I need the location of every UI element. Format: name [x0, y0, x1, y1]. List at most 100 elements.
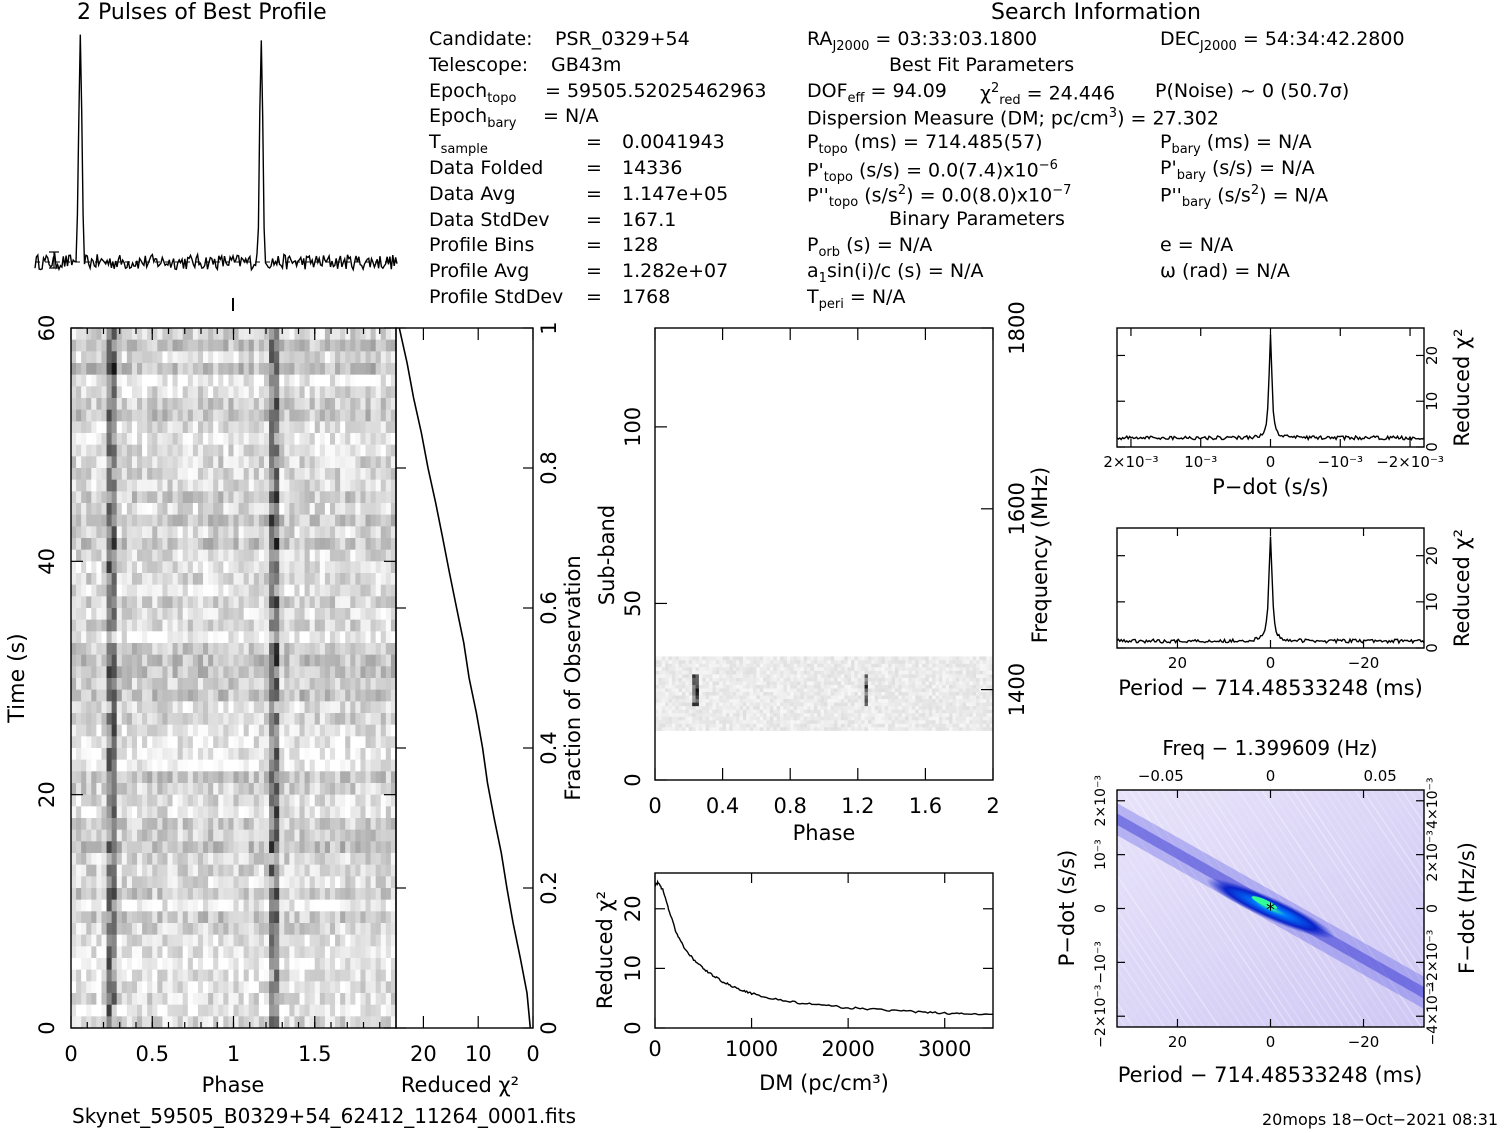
subband-pixel	[736, 719, 740, 724]
subband-pixel	[769, 695, 774, 700]
time-phase-pixel	[350, 678, 356, 690]
subband-pixel	[658, 705, 663, 710]
time-phase-pixel	[248, 619, 255, 632]
time-phase-pixel	[299, 479, 305, 492]
subband-pixel	[891, 705, 896, 710]
time-phase-pixel	[71, 689, 77, 702]
subband-pixel	[874, 709, 879, 714]
subband-pixel	[813, 719, 818, 724]
time-phase-pixel	[365, 433, 371, 445]
subband-pixel	[692, 716, 696, 721]
time-phase-pixel	[258, 934, 265, 947]
subband-pixel	[922, 719, 926, 724]
time-phase-pixel	[370, 841, 376, 854]
time-phase-pixel	[314, 899, 321, 912]
time-phase-pixel	[177, 608, 184, 620]
time-phase-pixel	[167, 993, 173, 1005]
time-phase-pixel	[324, 759, 331, 772]
time-phase-pixel	[192, 923, 199, 935]
time-phase-pixel	[116, 573, 123, 585]
time-phase-pixel	[116, 958, 123, 970]
time-phase-pixel	[182, 701, 189, 714]
time-phase-pixel	[137, 596, 143, 609]
time-phase-pixel	[101, 923, 107, 935]
time-phase-pixel	[329, 374, 336, 387]
time-phase-pixel	[365, 993, 371, 1005]
time-phase-pixel	[385, 643, 392, 655]
time-phase-pixel	[157, 911, 163, 924]
time-phase-pixel	[111, 654, 118, 667]
time-phase-pixel	[350, 736, 356, 749]
time-phase-pixel	[269, 351, 275, 364]
time-phase-pixel	[294, 561, 300, 574]
time-phase-pixel	[152, 806, 158, 819]
time-phase-pixel	[192, 701, 199, 714]
subband-pixel	[830, 716, 835, 721]
time-phase-pixel	[258, 981, 265, 994]
time-phase-pixel	[223, 888, 229, 900]
time-phase-pixel	[274, 479, 280, 492]
time-phase-pixel	[121, 503, 128, 515]
time-phase-pixel	[137, 794, 143, 807]
time-phase-pixel	[299, 876, 305, 889]
time-phase-pixel	[390, 421, 396, 434]
time-phase-pixel	[197, 596, 204, 609]
subband-pixel	[803, 727, 808, 731]
time-phase-pixel	[365, 748, 371, 760]
subband-pixel	[719, 695, 723, 700]
time-phase-pixel	[248, 969, 255, 982]
time-phase-pixel	[309, 911, 316, 924]
time-phase-pixel	[208, 946, 214, 959]
subband-pixel	[813, 712, 818, 717]
time-phase-pixel	[111, 759, 118, 772]
time-phase-pixel	[390, 993, 396, 1005]
time-phase-pixel	[309, 433, 316, 445]
time-phase-pixel	[172, 433, 178, 445]
time-phase-pixel	[91, 923, 97, 935]
time-phase-pixel	[76, 818, 82, 830]
time-phase-pixel	[152, 689, 158, 702]
subband-pixel	[661, 702, 666, 707]
time-phase-pixel	[385, 549, 392, 562]
time-phase-pixel	[86, 771, 92, 784]
time-phase-pixel	[340, 853, 346, 865]
time-phase-pixel	[238, 748, 244, 760]
time-phase-pixel	[81, 374, 87, 387]
subband-pixel	[725, 716, 730, 721]
time-phase-pixel	[142, 643, 148, 655]
time-phase-pixel	[223, 479, 229, 492]
time-phase-pixel	[299, 351, 305, 364]
subband-pixel	[688, 716, 693, 721]
time-phase-pixel	[370, 701, 376, 714]
time-phase-pixel	[345, 479, 351, 492]
time-phase-pixel	[192, 456, 199, 469]
time-phase-pixel	[177, 654, 184, 667]
subband-pixel	[908, 723, 913, 728]
time-phase-pixel	[274, 398, 280, 410]
time-phase-pixel	[208, 433, 214, 445]
time-phase-pixel	[329, 619, 336, 632]
time-phase-pixel	[365, 584, 371, 597]
time-phase-pixel	[86, 1016, 92, 1028]
time-phase-pixel	[187, 421, 194, 434]
time-phase-pixel	[101, 981, 107, 994]
time-phase-pixel	[147, 608, 153, 620]
subband-pixel	[844, 719, 848, 724]
subband-image	[655, 656, 993, 731]
time-phase-pixel	[76, 841, 82, 854]
subband-pixel	[844, 712, 848, 717]
time-phase-pixel	[147, 853, 153, 865]
time-phase-pixel	[304, 993, 310, 1005]
time-phase-pixel	[340, 374, 346, 387]
time-phase-pixel	[213, 748, 219, 760]
time-phase-pixel	[233, 759, 239, 772]
time-phase-pixel	[101, 993, 107, 1005]
time-phase-pixel	[152, 526, 158, 539]
time-phase-pixel	[360, 666, 366, 679]
time-phase-pixel	[263, 386, 270, 399]
time-phase-pixel	[289, 584, 295, 597]
time-phase-pixel	[218, 619, 224, 632]
time-phase-pixel	[375, 386, 382, 399]
time-phase-pixel	[187, 491, 194, 504]
time-phase-pixel	[218, 328, 224, 340]
